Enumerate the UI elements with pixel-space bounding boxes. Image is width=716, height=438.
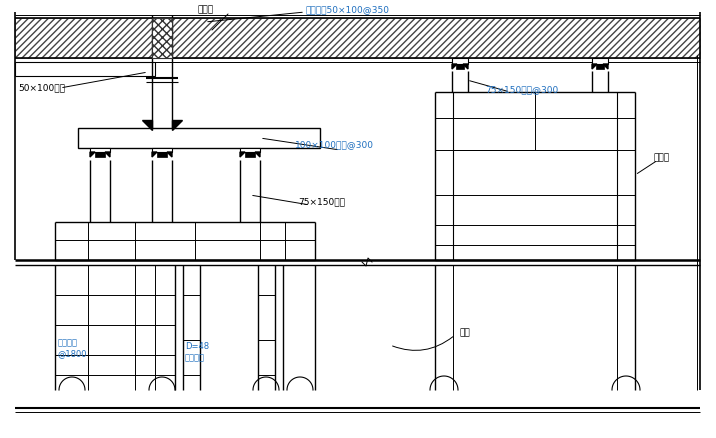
Polygon shape (463, 64, 468, 69)
Bar (15, 62, 155, 76)
Polygon shape (603, 64, 608, 69)
Polygon shape (172, 120, 182, 130)
Polygon shape (152, 152, 157, 157)
Bar (245, 152, 255, 157)
Polygon shape (142, 120, 152, 130)
Text: 胶合板: 胶合板 (198, 6, 214, 14)
Bar (152, 18, 172, 58)
Polygon shape (90, 152, 95, 157)
Bar (78, 128, 320, 148)
Text: 立挡方木50×100@350: 立挡方木50×100@350 (305, 6, 389, 14)
Bar (95, 152, 105, 157)
Bar (90, 148, 110, 152)
Polygon shape (592, 64, 597, 69)
Text: 75×150方木: 75×150方木 (298, 198, 345, 206)
Polygon shape (105, 152, 110, 157)
Bar (157, 152, 167, 157)
Polygon shape (167, 152, 172, 157)
Bar (452, 58, 468, 64)
Bar (456, 64, 464, 69)
Text: 水平钢管
@1800: 水平钢管 @1800 (58, 338, 87, 358)
Text: D=48
钢管立杆: D=48 钢管立杆 (185, 342, 209, 362)
Polygon shape (255, 152, 260, 157)
Bar (240, 148, 260, 152)
Text: 50×100方木: 50×100方木 (18, 84, 65, 92)
Bar (596, 64, 604, 69)
Text: 门架: 门架 (460, 328, 470, 338)
Polygon shape (240, 152, 245, 157)
Bar (15, 18, 700, 58)
Bar (152, 148, 172, 152)
Text: 75×150方木@300: 75×150方木@300 (485, 85, 558, 95)
Text: 100×100方木@300: 100×100方木@300 (295, 141, 374, 149)
Bar (592, 58, 608, 64)
Polygon shape (452, 64, 457, 69)
Text: 半门架: 半门架 (654, 153, 670, 162)
